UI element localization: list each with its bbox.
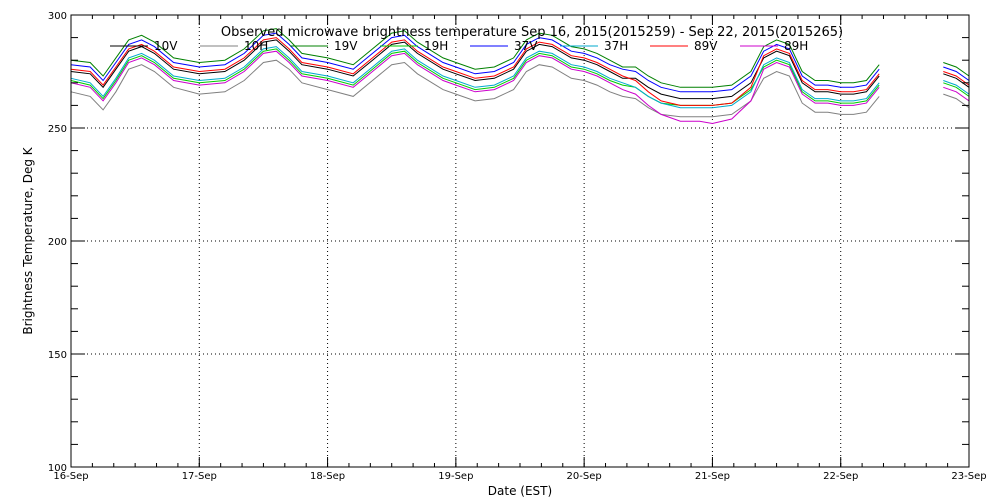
y-tick-label: 100 [48, 463, 67, 474]
series-line-37h [70, 46, 970, 109]
y-axis-label: Brightness Temperature, Deg K [21, 146, 35, 334]
x-tick-label: 18-Sep [310, 471, 345, 482]
y-tick-label: 300 [48, 11, 67, 22]
x-tick-label: 20-Sep [567, 471, 602, 482]
axis-ticks [70, 14, 970, 468]
y-tick-label: 200 [48, 237, 67, 248]
series-line-19h [70, 48, 970, 106]
series-lines [70, 28, 970, 125]
x-tick-label: 16-Sep [53, 471, 88, 482]
legend-label: 10H [244, 39, 268, 53]
tick-labels: 16-Sep 17-Sep 18-Sep 19-Sep 20-Sep 21-Sep 22-S… [48, 11, 987, 482]
legend-label: 37H [604, 39, 628, 53]
legend-label: 89H [784, 39, 808, 53]
series-line-89v [70, 37, 970, 106]
series-line-10h [70, 59, 970, 118]
chart-title: Observed microwave brightness temperatur… [221, 25, 843, 40]
legend: 10V 10H 19V 19H 37V 37H 89V 89H [110, 39, 808, 53]
series-line-19v [70, 28, 970, 88]
grid-lines [71, 15, 969, 467]
y-tick-label: 150 [48, 350, 67, 361]
x-tick-label: 22-Sep [823, 471, 858, 482]
series-line-89h [70, 50, 970, 125]
x-tick-label: 21-Sep [695, 471, 730, 482]
legend-label: 89V [694, 39, 718, 53]
x-tick-label: 17-Sep [182, 471, 217, 482]
legend-label: 37V [514, 39, 538, 53]
legend-label: 19H [424, 39, 448, 53]
legend-label: 10V [154, 39, 178, 53]
series-line-10v [70, 39, 970, 100]
y-tick-label: 250 [48, 124, 67, 135]
series-line-37v [70, 32, 970, 93]
x-axis-label: Date (EST) [488, 484, 552, 498]
x-tick-label: 23-Sep [951, 471, 986, 482]
legend-label: 19V [334, 39, 358, 53]
x-tick-label: 19-Sep [438, 471, 473, 482]
